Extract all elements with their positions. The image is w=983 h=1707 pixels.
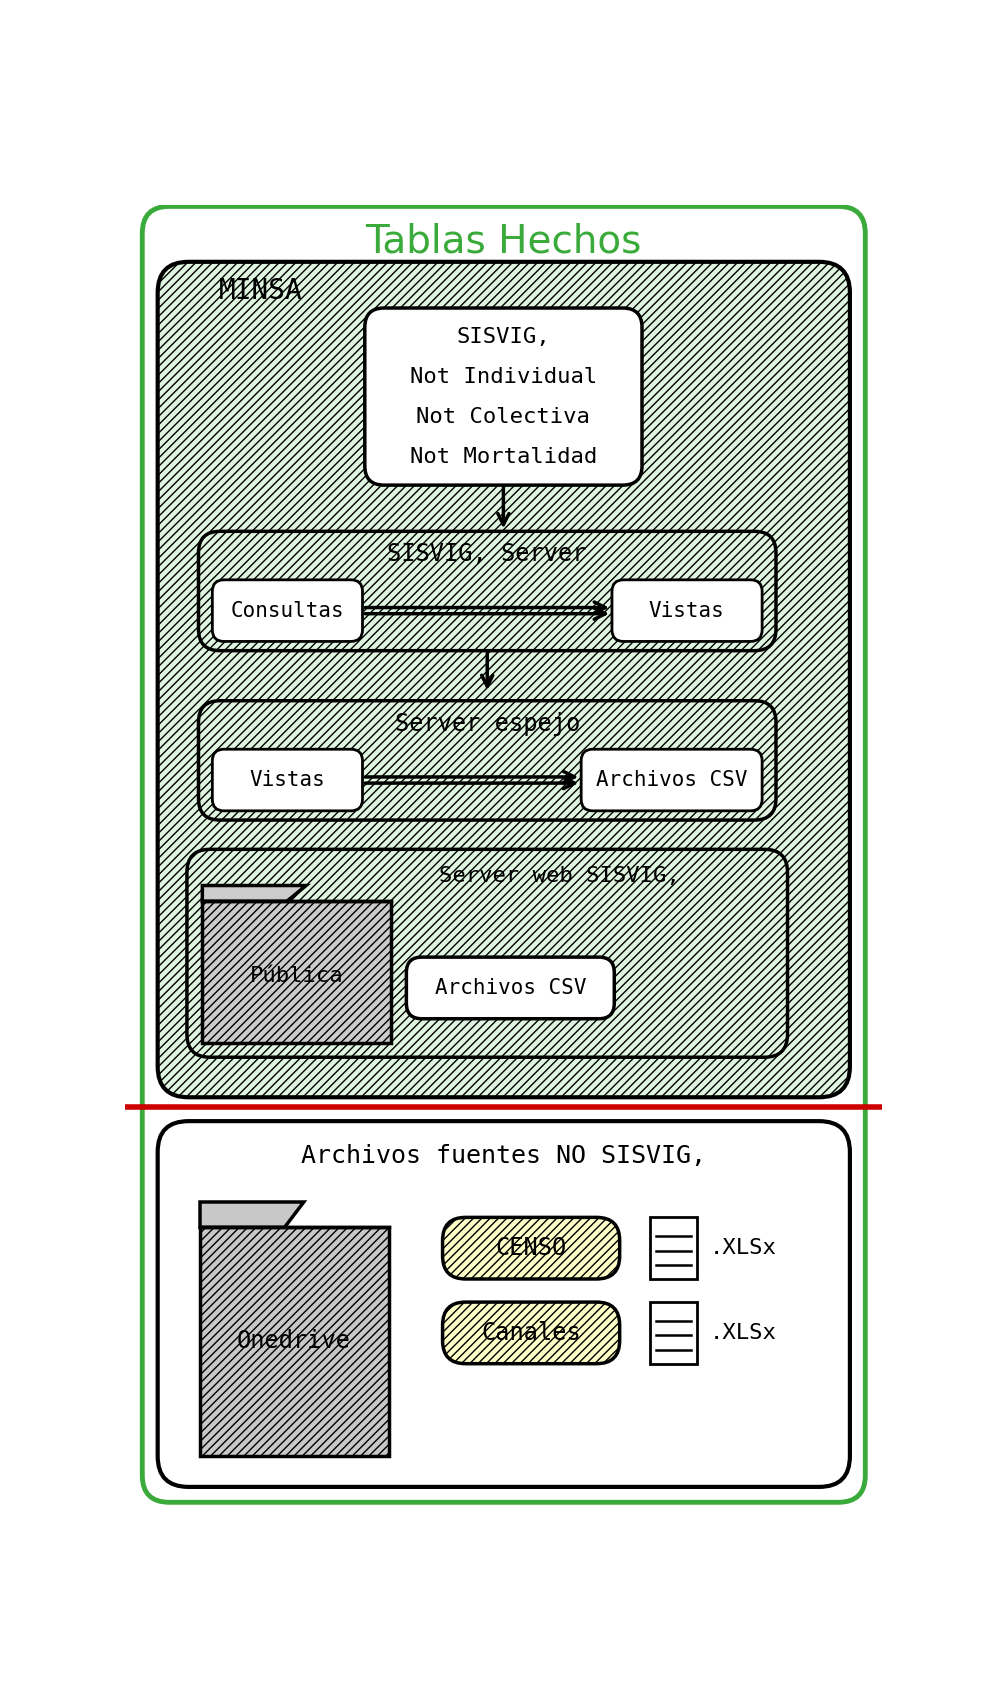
Text: SISVIG, Server: SISVIG, Server xyxy=(387,543,587,567)
Bar xyxy=(200,1227,388,1456)
FancyBboxPatch shape xyxy=(406,958,614,1019)
Text: CENSO: CENSO xyxy=(495,1236,567,1260)
FancyBboxPatch shape xyxy=(157,261,850,1098)
Polygon shape xyxy=(200,1202,304,1227)
FancyBboxPatch shape xyxy=(442,1302,619,1364)
FancyBboxPatch shape xyxy=(199,700,776,819)
FancyBboxPatch shape xyxy=(365,307,642,485)
Bar xyxy=(651,1217,697,1279)
Text: SISVIG,: SISVIG, xyxy=(456,328,550,347)
FancyBboxPatch shape xyxy=(581,749,762,811)
Text: Archivos fuentes NO SISVIG,: Archivos fuentes NO SISVIG, xyxy=(301,1144,706,1168)
Text: .XLSx: .XLSx xyxy=(710,1238,777,1258)
Text: .XLSx: .XLSx xyxy=(710,1323,777,1343)
FancyBboxPatch shape xyxy=(157,1121,850,1487)
Text: Vistas: Vistas xyxy=(649,601,724,621)
Polygon shape xyxy=(202,886,306,901)
Text: Canales: Canales xyxy=(482,1321,581,1345)
Text: Server espejo: Server espejo xyxy=(394,712,580,736)
FancyBboxPatch shape xyxy=(212,749,363,811)
FancyBboxPatch shape xyxy=(212,580,363,642)
FancyBboxPatch shape xyxy=(199,531,776,650)
Text: Not Colectiva: Not Colectiva xyxy=(417,408,591,427)
Text: Pública: Pública xyxy=(250,966,343,987)
Text: Not Individual: Not Individual xyxy=(410,367,597,387)
Text: Vistas: Vistas xyxy=(249,770,325,790)
FancyBboxPatch shape xyxy=(442,1217,619,1279)
Bar xyxy=(202,901,391,1043)
Text: Consultas: Consultas xyxy=(230,601,344,621)
FancyBboxPatch shape xyxy=(187,850,787,1057)
Text: Tablas Hechos: Tablas Hechos xyxy=(366,222,642,259)
Text: Not Mortalidad: Not Mortalidad xyxy=(410,447,597,468)
Text: Archivos CSV: Archivos CSV xyxy=(434,978,586,999)
Text: Onedrive: Onedrive xyxy=(237,1328,351,1352)
Text: Server web SISVIG,: Server web SISVIG, xyxy=(439,865,679,886)
FancyBboxPatch shape xyxy=(612,580,762,642)
Bar xyxy=(651,1302,697,1364)
Text: MINSA: MINSA xyxy=(219,277,303,306)
Text: Archivos CSV: Archivos CSV xyxy=(596,770,747,790)
